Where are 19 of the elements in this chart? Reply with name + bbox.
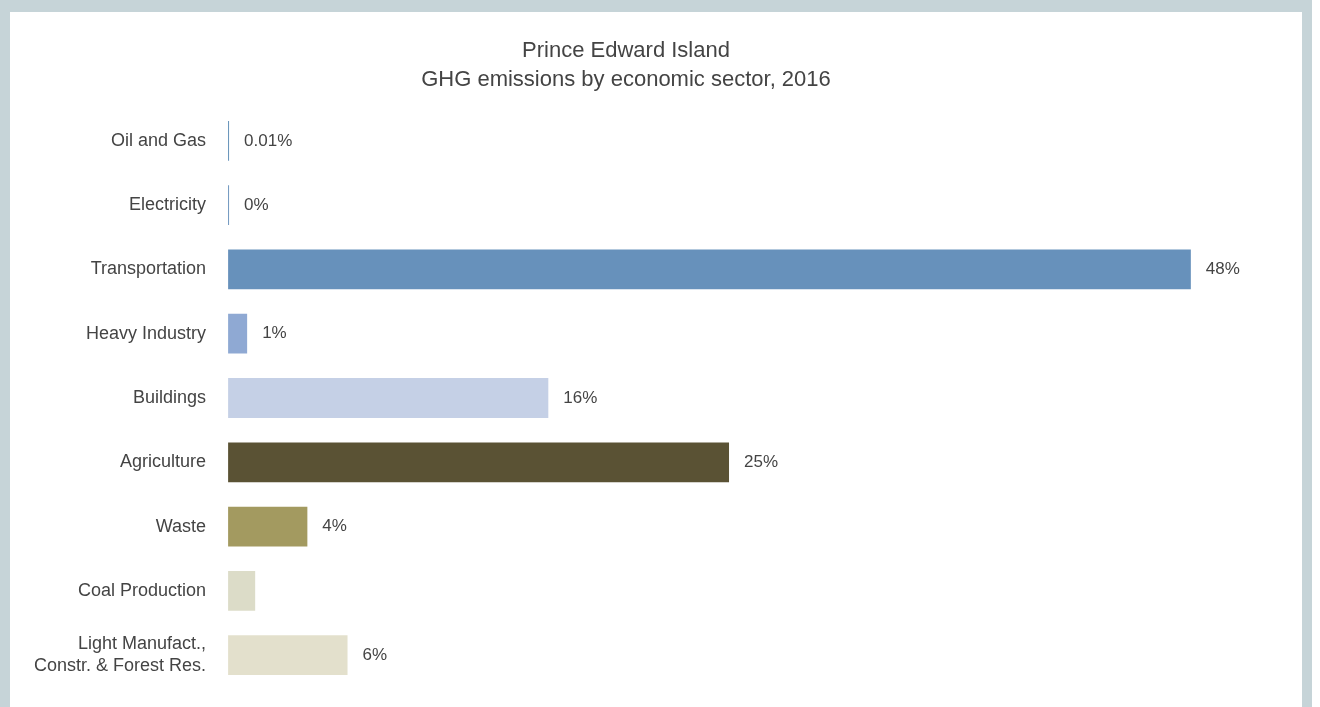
chart-subtitle: GHG emissions by economic sector, 2016 — [421, 65, 831, 91]
y-tick-label: Heavy Industry — [85, 322, 207, 343]
y-tick-label: Light Manufact., Constr. & Forest Res. — [33, 633, 207, 675]
data-label: 1% — [262, 323, 287, 343]
data-label: 25% — [744, 451, 779, 471]
y-tick-label: Coal Production — [77, 579, 207, 600]
y-tick-label: Buildings — [133, 386, 207, 407]
y-tick-label: Waste — [155, 515, 207, 536]
data-label: 4% — [322, 516, 347, 536]
y-tick-label: Oil and Gas — [111, 129, 207, 150]
y-tick-label: Electricity — [129, 194, 207, 215]
data-label: 0.01% — [244, 130, 293, 150]
data-label: 0% — [244, 194, 269, 214]
y-tick-label: Agriculture — [120, 451, 207, 472]
data-label: 6% — [362, 644, 388, 664]
y-tick-label: Transportation — [90, 258, 207, 279]
data-label: 48% — [1205, 259, 1240, 279]
data-label: 16% — [563, 387, 598, 407]
chart-title: Prince Edward Island — [522, 37, 730, 63]
